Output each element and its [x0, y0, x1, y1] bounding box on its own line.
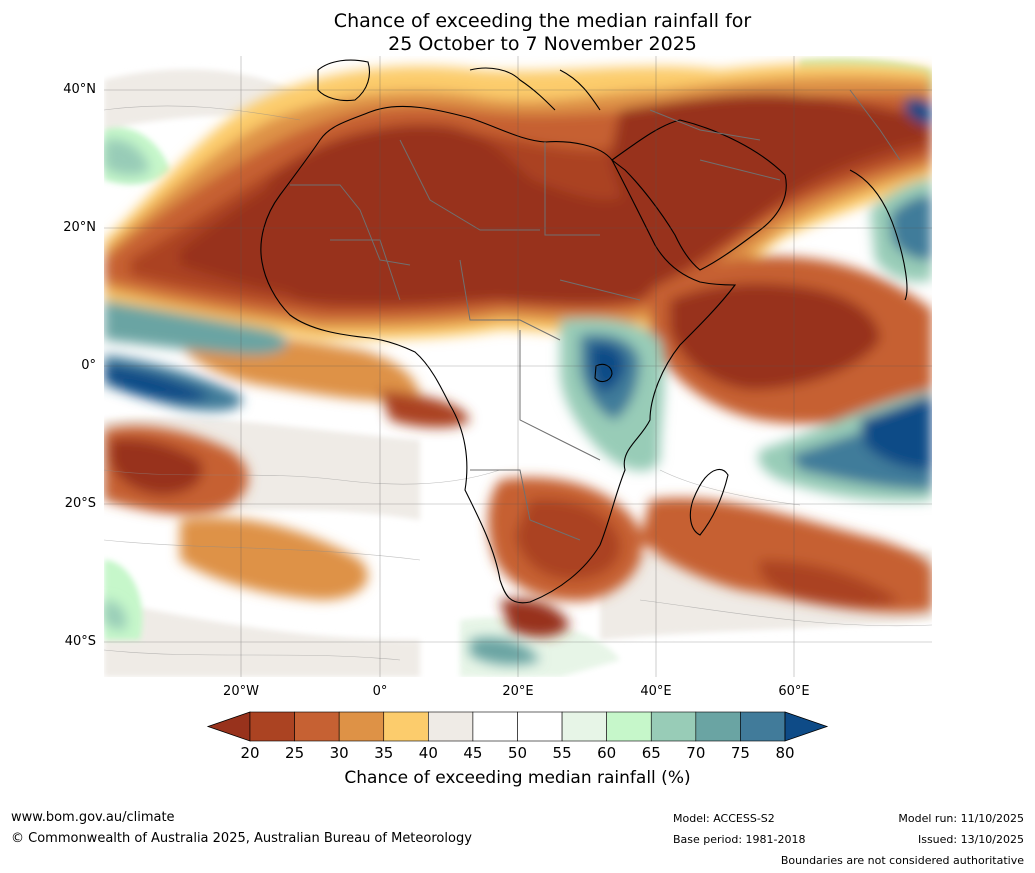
footer-base-period: Base period: 1981-2018: [673, 833, 806, 846]
colorbar-extend-high: [784, 711, 829, 742]
colorbar-bin: [472, 711, 518, 742]
colorbar-bin: [383, 711, 429, 742]
colorbar-bin: [695, 711, 741, 742]
colorbar-tick-label: 50: [507, 744, 528, 762]
colorbar-tick-label: 55: [552, 744, 572, 762]
lon-label-20w: 20°W: [223, 684, 259, 699]
lat-label-20s: 20°S: [64, 496, 96, 511]
title-line-1: Chance of exceeding the median rainfall …: [333, 10, 752, 32]
colorbar-tick-label: 70: [686, 744, 706, 762]
lat-label-40s: 40°S: [64, 634, 96, 649]
colorbar-tick-label: 65: [641, 744, 661, 762]
colorbar-tick-label: 30: [329, 744, 349, 762]
colorbar-tick-label: 20: [240, 744, 260, 762]
colorbar-tick-label: 60: [597, 744, 617, 762]
footer-copyright: © Commonwealth of Australia 2025, Austra…: [11, 831, 472, 846]
lat-label-20n: 20°N: [63, 220, 96, 235]
rainfall-field: [104, 56, 932, 677]
colorbar-bin: [249, 711, 295, 742]
chart-title: Chance of exceeding the median rainfall …: [0, 10, 1035, 56]
colorbar-tick-label: 35: [374, 744, 394, 762]
colorbar-bin: [517, 711, 563, 742]
footer-issued: Issued: 13/10/2025: [917, 833, 1024, 846]
lon-label-60e: 60°E: [778, 684, 810, 699]
lat-label-40n: 40°N: [63, 82, 96, 97]
colorbar-tick-label: 40: [418, 744, 438, 762]
colorbar-tick-label: 75: [730, 744, 750, 762]
colorbar-tick-label: 80: [775, 744, 795, 762]
lat-label-0: 0°: [81, 358, 96, 373]
colorbar-bin: [294, 711, 340, 742]
colorbar-tick-label: 25: [285, 744, 305, 762]
footer-model-run: Model run: 11/10/2025: [898, 812, 1024, 825]
colorbar-extend-low: [206, 711, 251, 742]
colorbar-label: Chance of exceeding median rainfall (%): [344, 768, 691, 788]
footer-disclaimer: Boundaries are not considered authoritat…: [780, 854, 1024, 867]
colorbar-tick-label: 45: [463, 744, 483, 762]
footer-website[interactable]: www.bom.gov.au/climate: [11, 810, 175, 825]
title-line-2: 25 October to 7 November 2025: [388, 33, 697, 55]
colorbar-bin: [650, 711, 697, 742]
colorbar: [206, 711, 829, 742]
lon-label-40e: 40°E: [640, 684, 672, 699]
lon-label-0: 0°: [372, 684, 388, 699]
colorbar-bin: [740, 711, 786, 742]
colorbar-bin: [606, 711, 652, 742]
lon-label-20e: 20°E: [502, 684, 534, 699]
footer-model: Model: ACCESS-S2: [673, 812, 775, 825]
colorbar-bin: [338, 711, 385, 742]
colorbar-bin: [428, 711, 474, 742]
colorbar-bin: [561, 711, 607, 742]
